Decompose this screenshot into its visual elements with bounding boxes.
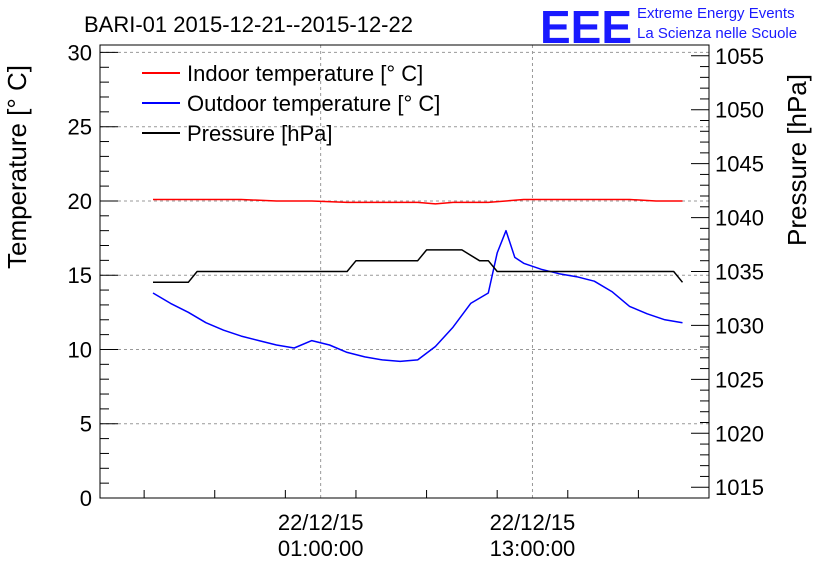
- y-right-tick-label: 1025: [715, 367, 764, 392]
- y-left-tick-label: 30: [68, 40, 92, 65]
- y-right-tick-label: 1055: [715, 44, 764, 69]
- legend: Indoor temperature [° C] Outdoor temperat…: [142, 61, 440, 146]
- logo-line1: Extreme Energy Events: [637, 5, 795, 22]
- y-right-tick-label: 1035: [715, 260, 764, 285]
- series-line-0: [153, 198, 683, 205]
- logo-letters: EEE: [540, 1, 632, 53]
- y-axis-right-label: Pressure [hPa]: [782, 74, 812, 246]
- series-line-1: [152, 229, 683, 363]
- series-line-2: [153, 249, 684, 284]
- y-left-tick-label: 20: [68, 189, 92, 214]
- legend-label-0: Indoor temperature [° C]: [187, 61, 423, 86]
- x-tick-label-date: 22/12/15: [278, 510, 364, 535]
- axes: 0510152025301015102010251030103510401045…: [68, 40, 764, 561]
- x-tick-label-date: 22/12/15: [490, 510, 576, 535]
- y-right-tick-label: 1050: [715, 98, 764, 123]
- y-left-tick-label: 15: [68, 263, 92, 288]
- y-left-tick-label: 25: [68, 115, 92, 140]
- legend-label-1: Outdoor temperature [° C]: [187, 91, 440, 116]
- x-tick-label-time: 13:00:00: [490, 536, 576, 561]
- logo-line2: La Scienza nelle Scuole: [637, 25, 797, 42]
- y-left-tick-label: 5: [80, 412, 92, 437]
- x-tick-label-time: 01:00:00: [278, 536, 364, 561]
- y-right-tick-label: 1020: [715, 421, 764, 446]
- y-right-tick-label: 1015: [715, 475, 764, 500]
- chart-title: BARI-01 2015-12-21--2015-12-22: [84, 12, 413, 37]
- y-right-tick-label: 1045: [715, 152, 764, 177]
- legend-label-2: Pressure [hPa]: [187, 121, 333, 146]
- y-left-tick-label: 10: [68, 337, 92, 362]
- y-axis-left-label: Temperature [° C]: [2, 65, 32, 269]
- eee-logo: EEE Extreme Energy Events La Scienza nel…: [540, 1, 797, 53]
- y-right-tick-label: 1040: [715, 206, 764, 231]
- series-layer: [152, 198, 684, 363]
- y-left-tick-label: 0: [80, 486, 92, 511]
- y-right-tick-label: 1030: [715, 313, 764, 338]
